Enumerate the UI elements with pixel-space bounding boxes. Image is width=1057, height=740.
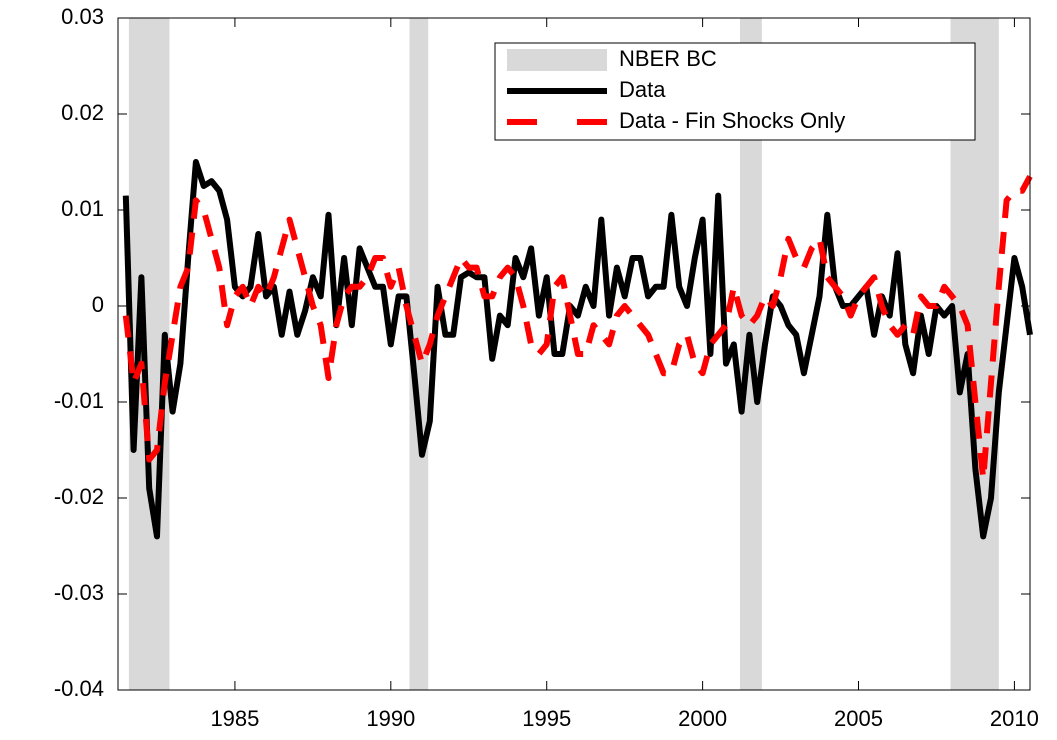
y-tick-label: -0.04: [54, 676, 104, 701]
y-tick-label: 0.03: [61, 4, 104, 29]
x-tick-label: 1990: [366, 706, 415, 731]
plot-frame: [117, 17, 1031, 691]
y-tick-label: 0.01: [61, 196, 104, 221]
y-tick-label: 0: [92, 292, 104, 317]
y-tick-label: 0.02: [61, 100, 104, 125]
data-line: [122, 174, 1033, 482]
legend-label: Data - Fin Shocks Only: [619, 108, 845, 133]
x-tick-label: 1985: [210, 706, 259, 731]
legend-label: NBER BC: [619, 46, 717, 71]
y-tick-label: -0.03: [54, 580, 104, 605]
x-tick-label: 1995: [522, 706, 571, 731]
y-tick-label: -0.02: [54, 484, 104, 509]
legend-label: Data: [619, 77, 666, 102]
x-tick-label: 2000: [678, 706, 727, 731]
x-tick-label: 2010: [990, 706, 1039, 731]
legend-swatch: [507, 49, 607, 71]
data-line: [122, 159, 1033, 540]
x-tick-label: 2005: [834, 706, 883, 731]
y-tick-label: -0.01: [54, 388, 104, 413]
